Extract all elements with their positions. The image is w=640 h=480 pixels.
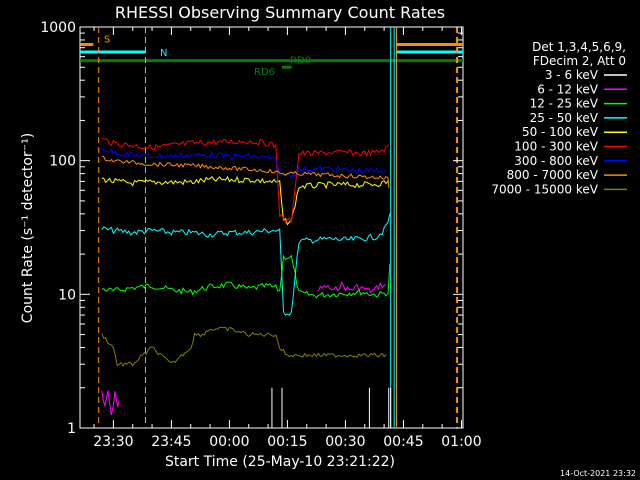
y-tick-label: 10 xyxy=(58,287,76,303)
x-tick-label: 00:00 xyxy=(209,434,249,450)
legend-entry-label: 100 - 300 keV xyxy=(514,140,598,154)
series-line xyxy=(101,137,390,224)
x-tick-label: 23:45 xyxy=(151,434,191,450)
series-line xyxy=(101,254,391,299)
legend-header-line: Det 1,3,4,5,6,9, xyxy=(532,40,626,54)
legend-entry-label: 3 - 6 keV xyxy=(545,68,599,82)
legend-entry-label: 7000 - 15000 keV xyxy=(491,182,598,196)
flag-label: RD6 xyxy=(254,67,275,78)
x-axis-label: Start Time (25-May-10 23:21:22) xyxy=(165,454,395,470)
legend-entry-label: 12 - 25 keV xyxy=(530,97,599,111)
legend-entry-label: 6 - 12 keV xyxy=(537,82,599,96)
flag-label: RD0 xyxy=(290,56,311,67)
y-tick-label: 100 xyxy=(49,154,76,170)
time-markers xyxy=(98,27,459,428)
series-line xyxy=(101,146,387,180)
y-tick-label: 1000 xyxy=(40,20,76,36)
series-line xyxy=(101,326,387,367)
series-line xyxy=(101,390,120,416)
legend-entry-label: 50 - 100 keV xyxy=(522,125,599,139)
legend-entry-label: 300 - 800 keV xyxy=(514,154,598,168)
legend: Det 1,3,4,5,6,9,FDecim 2, Att 03 - 6 keV… xyxy=(491,40,627,196)
legend-header-line: FDecim 2, Att 0 xyxy=(533,54,626,68)
series-line xyxy=(101,175,390,226)
x-tick-label: 00:15 xyxy=(267,434,307,450)
series-line xyxy=(101,155,390,188)
chart-title: RHESSI Observing Summary Count Rates xyxy=(115,3,445,22)
y-axis-label: Count Rate (s⁻¹ detector⁻¹) xyxy=(20,133,36,323)
legend-entry-label: 800 - 7000 keV xyxy=(507,168,599,182)
x-tick-label: 00:45 xyxy=(383,434,423,450)
flag-label: N xyxy=(160,48,167,59)
plot-frame xyxy=(79,26,464,429)
legend-entry-label: 25 - 50 keV xyxy=(530,111,599,125)
observing-flags: S N RD0 RD6 xyxy=(80,34,463,78)
y-tick-label: 1 xyxy=(67,421,76,437)
x-tick-label: 01:00 xyxy=(441,434,481,450)
series-line xyxy=(317,281,387,294)
x-tick-label: 23:30 xyxy=(93,434,133,450)
series-line xyxy=(101,211,392,316)
generated-timestamp: 14-Oct-2021 23:32 xyxy=(560,469,636,478)
axes-ticks: 23:30 23:45 00:00 00:15 00:30 00:45 01:00 1 10 10… xyxy=(40,20,481,450)
series-lines xyxy=(101,137,392,428)
flag-label: S xyxy=(104,34,110,45)
x-tick-label: 00:30 xyxy=(325,434,365,450)
